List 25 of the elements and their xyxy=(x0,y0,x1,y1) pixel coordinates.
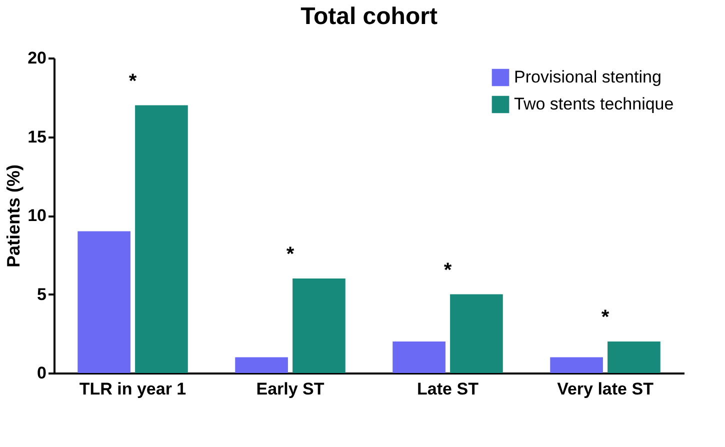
annotation: * xyxy=(444,259,452,282)
x-tick-label: Early ST xyxy=(256,380,325,398)
y-tick-label: 15 xyxy=(28,127,46,146)
y-tick-label: 20 xyxy=(28,48,46,68)
x-tick-label: TLR in year 1 xyxy=(79,380,186,398)
legend-label: Provisional stenting xyxy=(514,68,662,86)
bar xyxy=(550,357,603,373)
x-tick-label: Late ST xyxy=(417,380,480,398)
y-tick-label: 10 xyxy=(28,206,46,225)
bar xyxy=(135,105,188,373)
chart-title: Total cohort xyxy=(300,3,438,30)
legend-label: Two stents technique xyxy=(514,94,674,114)
annotation: * xyxy=(286,244,294,266)
bar xyxy=(392,342,446,373)
y-tick-label: 5 xyxy=(37,284,46,304)
bar xyxy=(608,342,660,373)
bar xyxy=(78,231,130,373)
x-tick-label: Very late ST xyxy=(557,380,654,398)
y-tick-label: 0 xyxy=(37,364,46,382)
y-axis-title: Patients (%) xyxy=(4,164,24,268)
bar xyxy=(450,294,503,373)
annotation: * xyxy=(128,70,137,92)
bar xyxy=(235,357,288,373)
bar xyxy=(292,278,346,373)
annotation: * xyxy=(601,306,610,328)
